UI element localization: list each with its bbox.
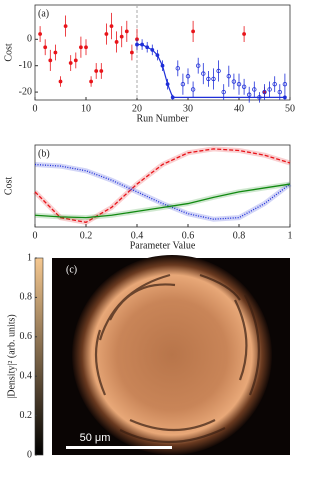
scale-bar-label: 50 μm [80, 432, 111, 444]
data-point [236, 81, 242, 87]
data-point [43, 45, 48, 50]
density-image [52, 255, 290, 455]
panel-label: (b) [38, 148, 50, 159]
cost-line [34, 148, 291, 223]
data-point [277, 89, 282, 95]
data-point [48, 58, 53, 63]
x-tick-label: 40 [234, 103, 244, 114]
data-point [267, 87, 272, 92]
data-point [63, 24, 68, 29]
colorbar-tick-label: 0.6 [20, 331, 33, 342]
data-point [216, 68, 221, 74]
data-point [160, 63, 165, 68]
data-point [150, 47, 155, 52]
x-tick-label: 1 [288, 230, 293, 241]
data-point [211, 76, 216, 82]
data-point [99, 69, 104, 73]
data-point [262, 89, 267, 95]
y-tick-label: -20 [19, 86, 32, 97]
y-axis-label: Cost [3, 177, 14, 196]
x-tick-label: 50 [285, 103, 295, 114]
data-point [38, 32, 42, 36]
x-axis-label: Run Number [137, 113, 190, 124]
data-point [104, 32, 109, 36]
data-point [135, 42, 139, 47]
data-point [155, 53, 160, 58]
data-point [109, 24, 114, 29]
data-point [79, 45, 83, 50]
data-point [119, 34, 124, 39]
x-tick-label: 0 [33, 230, 38, 241]
axes-frame [34, 4, 291, 101]
data-point [114, 40, 119, 44]
colorbar-tick-label: 0.4 [20, 370, 33, 381]
x-tick-label: 0.6 [182, 230, 195, 241]
x-tick-label: 0.8 [233, 230, 246, 241]
x-tick-label: 0.4 [131, 230, 144, 241]
data-point [272, 81, 277, 87]
colorbar-tick-label: 1 [27, 252, 32, 263]
data-point [58, 79, 63, 84]
x-tick-label: 10 [81, 103, 91, 114]
data-point [201, 71, 206, 76]
y-axis-label: Cost [3, 43, 14, 62]
data-point [241, 84, 247, 90]
data-point [226, 74, 231, 79]
axes-frame [34, 144, 291, 228]
data-point [195, 63, 201, 68]
cost-line [137, 43, 285, 98]
panel-label: (c) [66, 264, 77, 275]
data-point [145, 45, 150, 50]
data-point [129, 50, 134, 55]
cost-line [34, 183, 291, 219]
y-tick-label: 0 [27, 34, 32, 45]
colorbar-tick-label: 0 [27, 449, 32, 460]
data-point [246, 92, 252, 97]
x-axis-label: Parameter Value [130, 240, 196, 251]
data-point [140, 42, 145, 47]
data-point [231, 79, 237, 84]
data-point [89, 79, 93, 84]
data-point [84, 45, 88, 50]
x-tick-label: 0.2 [80, 230, 93, 241]
colorbar-tick-label: 0.8 [20, 292, 33, 303]
data-point [124, 29, 129, 34]
data-point [94, 69, 99, 73]
data-point [252, 87, 257, 92]
colorbar [34, 257, 44, 456]
data-point [170, 95, 175, 100]
data-point [257, 95, 262, 100]
colorbar-tick-label: 0.2 [20, 410, 33, 421]
data-point [180, 81, 186, 87]
y-tick-label: -10 [19, 60, 32, 71]
x-tick-label: 30 [183, 103, 193, 114]
data-point [53, 50, 58, 55]
data-point [282, 81, 288, 87]
x-tick-label: 0 [33, 103, 38, 114]
data-point [185, 74, 191, 79]
data-point [206, 76, 211, 82]
panel-label: (a) [38, 8, 49, 19]
data-point [175, 66, 180, 71]
data-point [191, 29, 196, 34]
data-point [282, 95, 287, 100]
data-point [242, 32, 247, 36]
data-point [190, 87, 196, 92]
data-point [68, 61, 73, 65]
data-point [221, 89, 226, 95]
colorbar-label: |Density|² (arb. units) [6, 314, 17, 399]
x-tick-label: 20 [132, 103, 142, 114]
data-point [73, 58, 78, 63]
data-point [165, 82, 170, 87]
cost-line [34, 163, 291, 220]
